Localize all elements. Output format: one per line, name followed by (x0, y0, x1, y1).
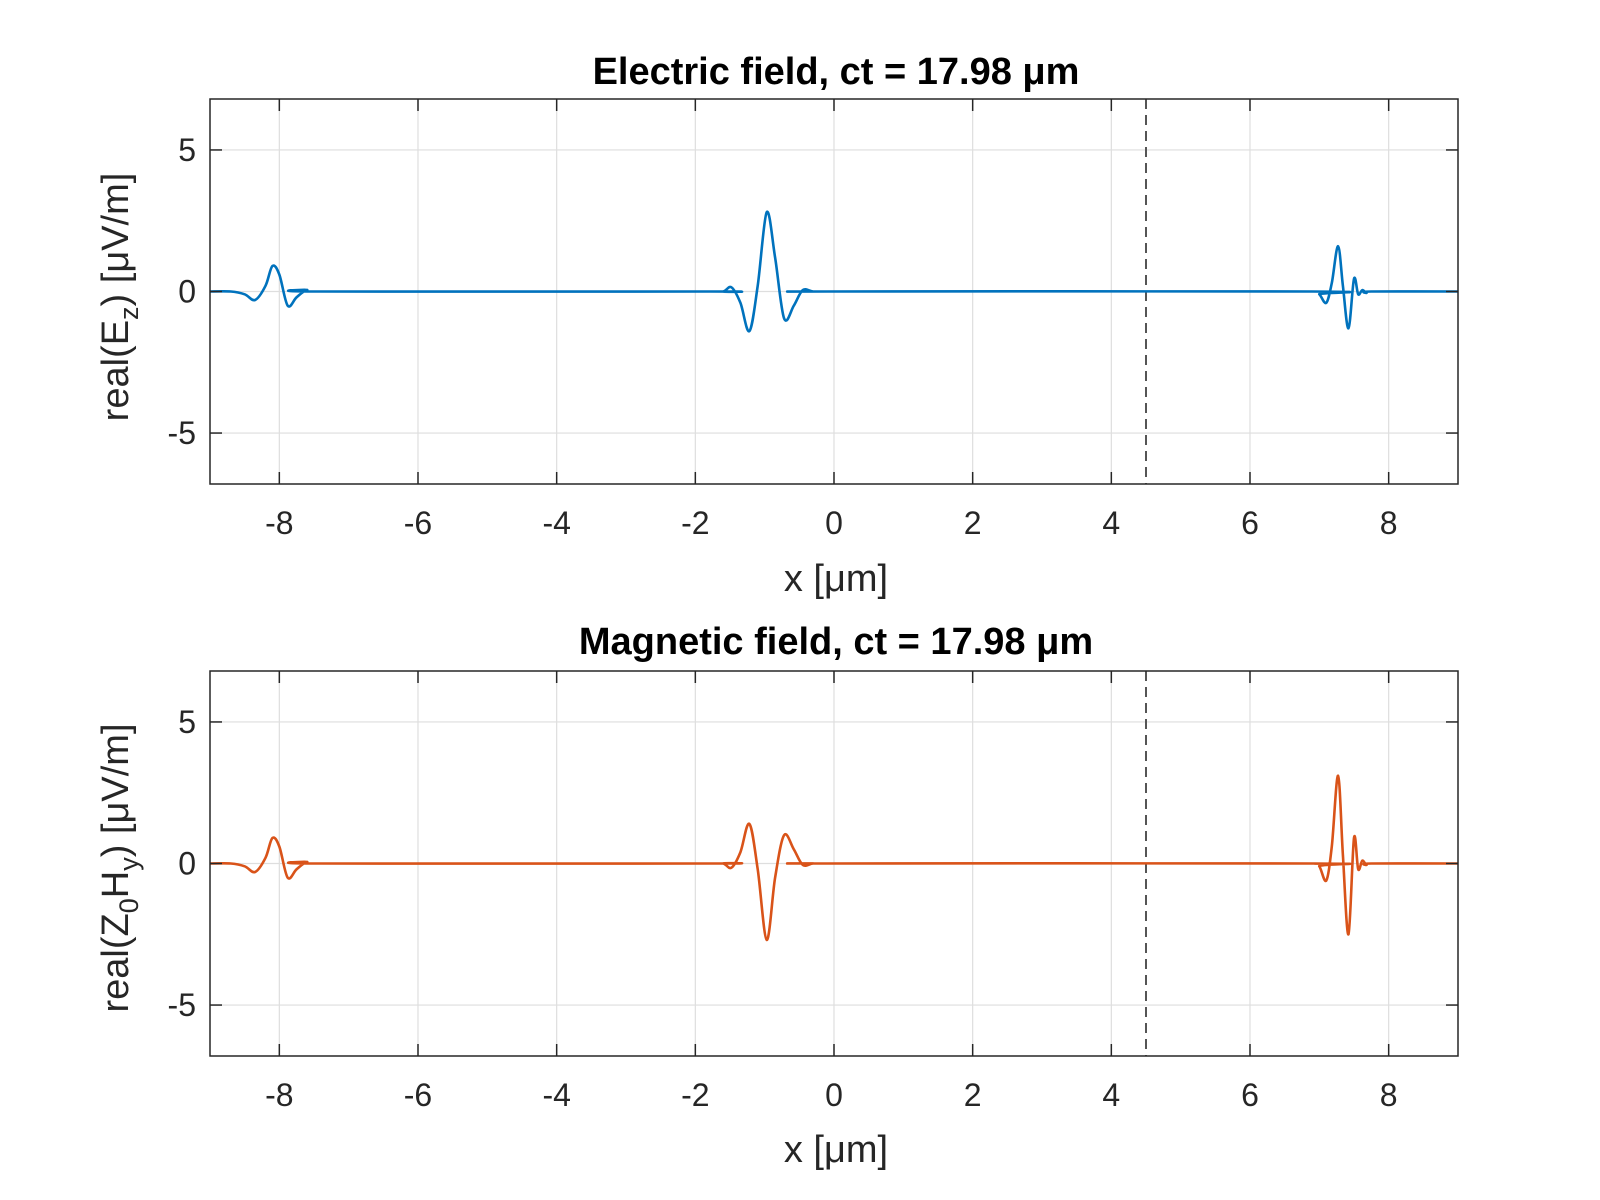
magnetic-field-xtick-label: 0 (825, 1077, 843, 1113)
electric-field-xtick-label: -4 (542, 505, 570, 541)
electric-field-xtick-label: -2 (681, 505, 709, 541)
electric-field-xtick-label: 4 (1102, 505, 1120, 541)
magnetic-field-series-line (209, 774, 1459, 942)
electric-field-xtick-label: 6 (1241, 505, 1259, 541)
magnetic-field-title: Magnetic field, ct = 17.98 μm (579, 621, 1093, 663)
electric-field-ytick-label: -5 (168, 415, 196, 451)
magnetic-field-xtick-label: -2 (681, 1077, 709, 1113)
magnetic-field-xtick-label: 4 (1102, 1077, 1120, 1113)
electric-field-ytick-label: 5 (178, 132, 196, 168)
magnetic-field-ylabel-subscript-1: 0 (114, 898, 144, 913)
magnetic-field-ytick-label: 5 (178, 704, 196, 740)
magnetic-field-xtick-label: -6 (404, 1077, 432, 1113)
electric-field-ylabel: real(Ez) [μV/m] (95, 173, 144, 422)
magnetic-field-xtick-label: 6 (1241, 1077, 1259, 1113)
magnetic-field-ticks: -8 -6 -4 -2 0 2 4 6 8 -5 0 5 (168, 671, 1458, 1113)
magnetic-field-ylabel: real(Z0Hy) [μV/m] (95, 724, 144, 1013)
magnetic-field-ytick-label: -5 (168, 987, 196, 1023)
electric-field-ytick-label: 0 (178, 274, 196, 310)
magnetic-field-xtick-label: 8 (1380, 1077, 1398, 1113)
electric-field-panel: Electric field, ct = 17.98 μm -8 -6 -4 -2 0 2… (95, 51, 1459, 600)
electric-field-xtick-label: 0 (825, 505, 843, 541)
magnetic-field-ylabel-part-3: ) [μV/m] (95, 724, 137, 858)
magnetic-field-ytick-label: 0 (178, 846, 196, 882)
electric-field-ticks: -8 -6 -4 -2 0 2 4 6 8 -5 0 5 (168, 99, 1458, 541)
magnetic-field-ylabel-part-1: real(Z (95, 913, 137, 1012)
electric-field-ylabel-part-2: ) [μV/m] (95, 173, 137, 307)
electric-field-xtick-label: -8 (265, 505, 293, 541)
electric-field-xlabel: x [μm] (784, 558, 888, 600)
electric-field-ylabel-subscript: z (114, 306, 144, 320)
magnetic-field-ylabel-part-2: H (95, 871, 137, 898)
electric-field-ylabel-part-1: real(E (95, 320, 137, 421)
magnetic-field-xtick-label: 2 (964, 1077, 982, 1113)
magnetic-field-xlabel: x [μm] (784, 1129, 888, 1171)
magnetic-field-panel: Magnetic field, ct = 17.98 μm -8 -6 -4 -2 0 2… (95, 621, 1459, 1171)
electric-field-xtick-label: 8 (1380, 505, 1398, 541)
magnetic-field-xtick-label: -4 (542, 1077, 570, 1113)
magnetic-field-ylabel-subscript-2: y (114, 857, 144, 871)
electric-field-series-line (209, 210, 1459, 333)
electric-field-xtick-label: 2 (964, 505, 982, 541)
magnetic-field-xtick-label: -8 (265, 1077, 293, 1113)
electric-field-title: Electric field, ct = 17.98 μm (593, 51, 1080, 93)
electric-field-xtick-label: -6 (404, 505, 432, 541)
